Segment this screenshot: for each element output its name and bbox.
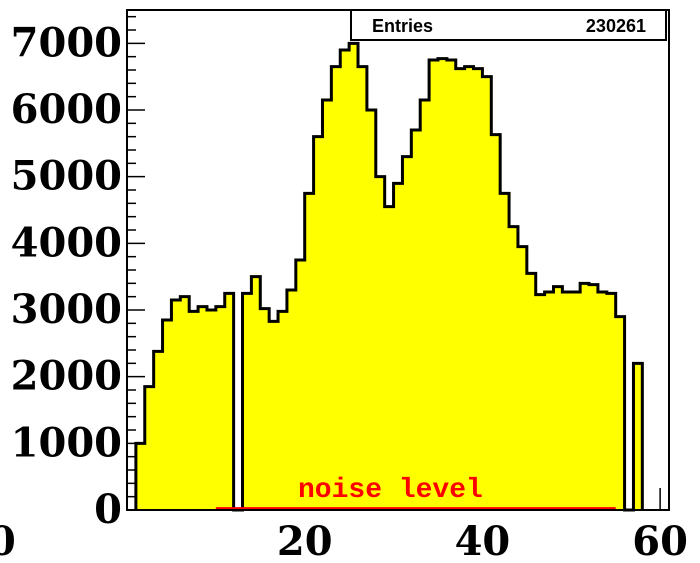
histogram-bar [393, 183, 403, 511]
histogram-bar [429, 60, 439, 510]
histogram-bar [206, 310, 217, 510]
histogram-bar [464, 66, 475, 511]
histogram-bar [215, 306, 226, 510]
histogram-bar [162, 320, 172, 510]
histogram-bar [589, 284, 599, 510]
histogram-bar [180, 296, 190, 510]
stats-entries-label: Entries [372, 16, 433, 36]
histogram-bar [224, 293, 235, 510]
y-axis-ticks [127, 15, 145, 511]
histogram-bar [526, 273, 537, 510]
histogram-bar [437, 58, 448, 511]
histogram-bar [544, 292, 554, 510]
x-tick-label: 40 [455, 518, 511, 563]
histogram-bar [286, 290, 297, 510]
histogram-bar [304, 193, 315, 511]
histogram-bar [366, 110, 377, 510]
histogram-outline [134, 41, 644, 512]
histogram-bar [242, 293, 252, 510]
histogram-bar [135, 443, 146, 510]
histogram-bar [402, 156, 412, 510]
histogram-bar [189, 311, 199, 510]
histogram-bar [615, 316, 626, 510]
x-tick-label: 60 [632, 518, 688, 563]
noise-level-label: noise level [298, 475, 483, 506]
histogram-bar [384, 206, 395, 510]
histogram-bar [500, 193, 510, 511]
histogram-bar [580, 283, 590, 510]
histogram-bar [251, 276, 261, 510]
histogram-bar [535, 294, 546, 510]
y-tick-label: 0 [94, 486, 122, 533]
y-tick-label: 5000 [11, 153, 122, 200]
histogram-bar [491, 134, 501, 510]
histogram-bar [482, 76, 492, 511]
histogram-bar [517, 246, 528, 510]
histogram-bar [455, 68, 466, 511]
histogram-bar [411, 130, 421, 510]
y-tick-label: 6000 [11, 86, 122, 133]
histogram-bar [375, 176, 386, 510]
y-tick-label: 4000 [11, 219, 122, 266]
histogram-bar [553, 286, 563, 510]
histogram-bar [633, 363, 643, 510]
histogram-bar [571, 292, 581, 510]
histogram-bar [473, 68, 483, 511]
stats-box: Entries 230261 [350, 9, 667, 41]
histogram-bar [597, 292, 608, 510]
y-tick-label: 3000 [11, 286, 122, 333]
histogram-bar [358, 66, 368, 511]
y-tick-label: 2000 [11, 353, 122, 400]
histogram-bar [144, 386, 155, 510]
histogram-bar [340, 50, 350, 510]
x-axis-labels: 0 20 40 60 [0, 518, 688, 563]
stats-box-frame [350, 9, 667, 41]
histogram-bar [260, 308, 270, 510]
histogram-bar [269, 321, 279, 510]
histogram-bar [171, 300, 181, 510]
histogram-bar [606, 293, 617, 510]
histogram-bar [153, 351, 164, 510]
histogram-bar [295, 260, 306, 510]
histogram-bar [313, 136, 323, 510]
y-tick-label: 1000 [11, 419, 122, 466]
y-axis-labels: 0 1000 2000 3000 4000 5000 6000 7000 [11, 19, 122, 533]
histogram-bar [331, 66, 341, 511]
x-tick-label: 0 [0, 518, 16, 563]
y-tick-label: 7000 [11, 19, 122, 66]
stats-entries-value: 230261 [586, 16, 646, 36]
histogram-bar [446, 60, 457, 510]
histogram-bar [278, 311, 288, 510]
histogram-bar [509, 226, 519, 510]
histogram-bar [420, 100, 430, 510]
x-tick-label: 20 [277, 518, 333, 563]
histogram-bars [135, 43, 643, 511]
histogram-bar [322, 100, 332, 510]
histogram-bar [198, 306, 208, 510]
histogram-bar [349, 43, 359, 510]
histogram-bar [562, 292, 572, 510]
